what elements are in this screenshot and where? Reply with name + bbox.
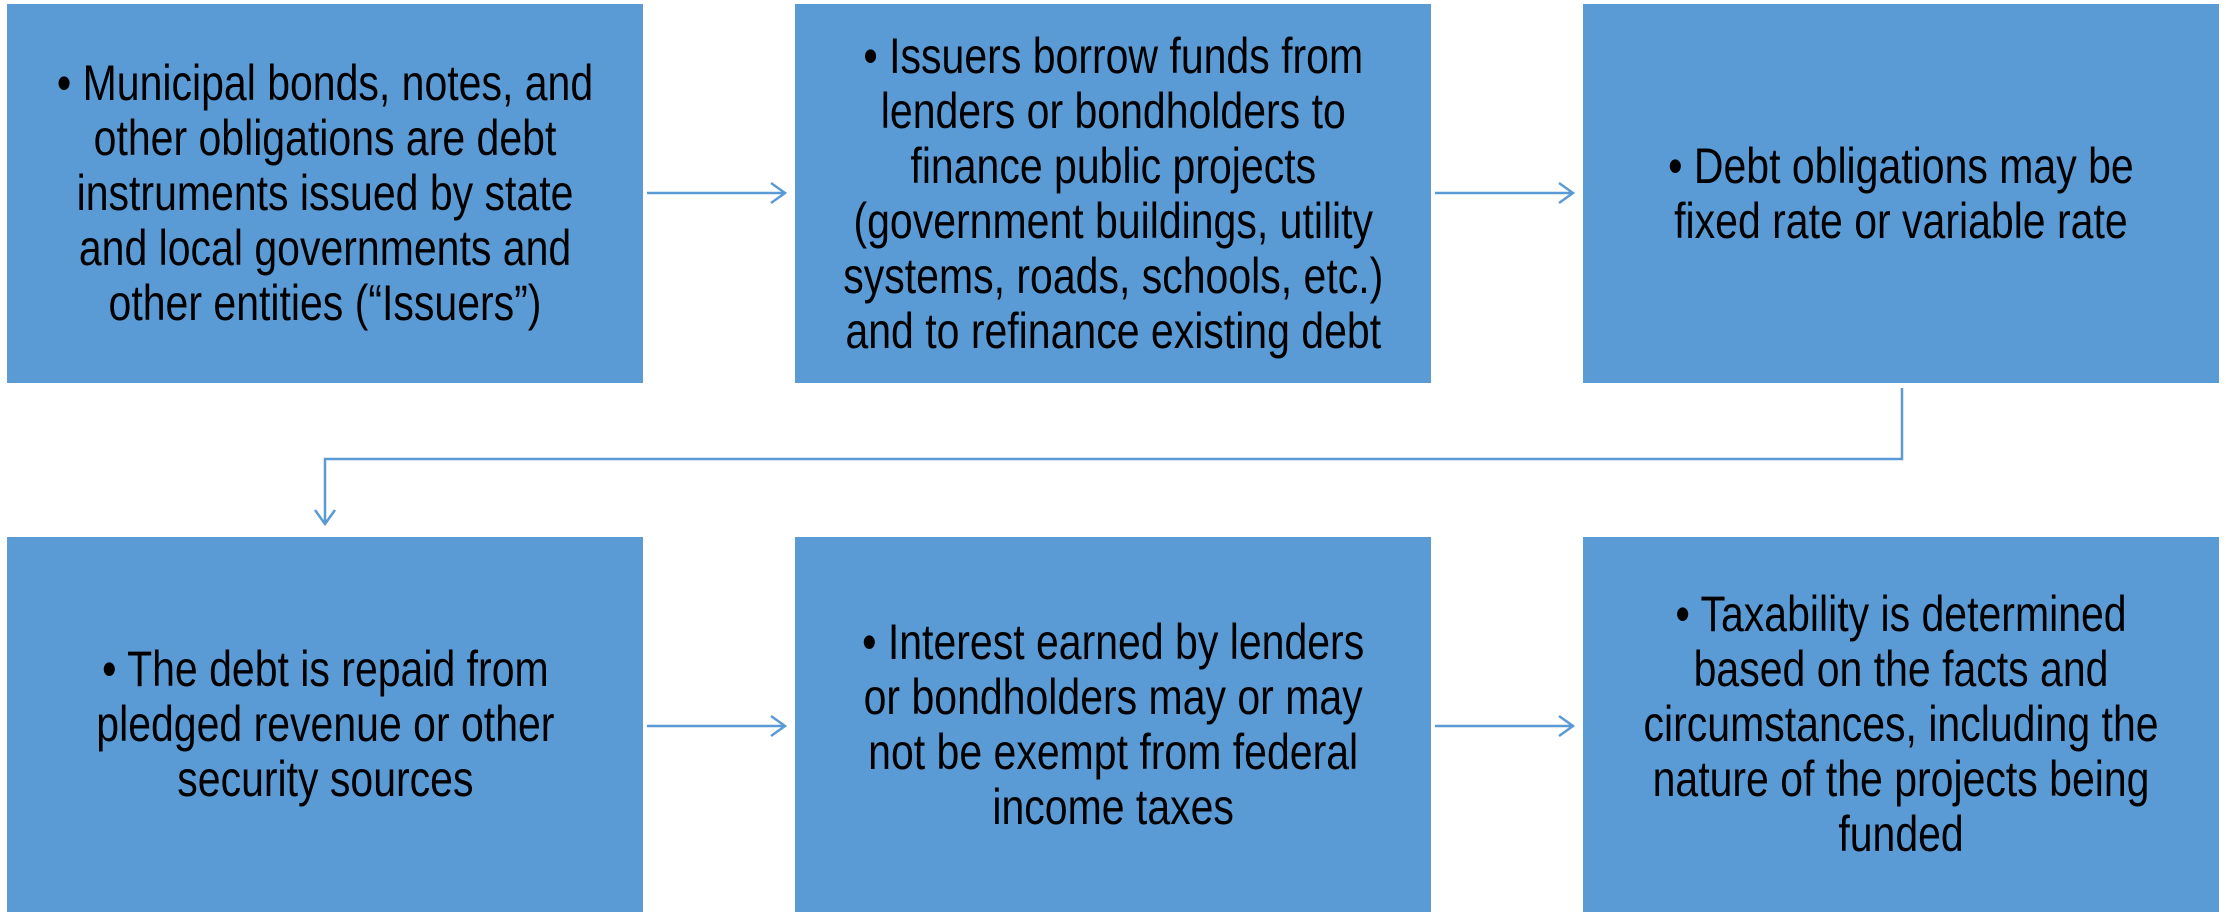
step-box: • Taxability is determined based on the f… xyxy=(1583,537,2219,912)
text-line: pledged revenue or other xyxy=(95,696,555,752)
step-text: • Issuers borrow funds from lenders or bo… xyxy=(843,27,1384,359)
arrow xyxy=(647,714,788,738)
step-box: • Debt obligations may be fixed rate or v… xyxy=(1583,4,2219,383)
text-line: not be exempt from federal xyxy=(867,723,1358,780)
text-line: other obligations are debt xyxy=(93,110,557,166)
text-line: (government buildings, utility xyxy=(853,192,1373,249)
text-line: systems, roads, schools, etc.) xyxy=(843,247,1384,304)
arrow xyxy=(647,181,788,205)
text-line: instruments issued by state xyxy=(76,165,574,221)
text-line: and local governments and xyxy=(78,220,572,276)
step-text: • Taxability is determined based on the f… xyxy=(1643,587,2158,862)
arrow xyxy=(1435,181,1576,205)
text-line: other entities (“Issuers”) xyxy=(108,275,542,331)
step-text: • The debt is repaid from pledged revenue… xyxy=(96,642,554,807)
text-line: • Debt obligations may be xyxy=(1668,137,2134,194)
text-line: circumstances, including the xyxy=(1643,696,2159,752)
arrow xyxy=(313,388,1904,527)
step-box: • Issuers borrow funds from lenders or bo… xyxy=(795,4,1431,383)
step-text: • Debt obligations may be fixed rate or v… xyxy=(1668,137,2134,249)
text-line: income taxes xyxy=(992,778,1234,835)
text-line: and to refinance existing debt xyxy=(845,302,1381,359)
text-line: lenders or bondholders to xyxy=(880,82,1346,139)
step-box: • Municipal bonds, notes, and other oblig… xyxy=(7,4,643,383)
text-line: or bondholders may or may xyxy=(863,668,1363,725)
text-line: • Municipal bonds, notes, and xyxy=(56,55,594,111)
text-line: fixed rate or variable rate xyxy=(1674,192,2128,249)
arrow xyxy=(1435,714,1576,738)
text-line: • Interest earned by lenders xyxy=(861,613,1365,670)
text-line: funded xyxy=(1838,806,1964,862)
step-box: • Interest earned by lenders or bondholde… xyxy=(795,537,1431,912)
text-line: • Taxability is determined xyxy=(1675,586,2127,642)
text-line: • Issuers borrow funds from xyxy=(863,27,1363,84)
step-text: • Interest earned by lenders or bondholde… xyxy=(861,613,1365,835)
step-box: • The debt is repaid from pledged revenue… xyxy=(7,537,643,912)
text-line: • The debt is repaid from xyxy=(101,641,549,697)
text-line: finance public projects xyxy=(910,137,1316,194)
text-line: based on the facts and xyxy=(1693,641,2109,697)
text-line: nature of the projects being xyxy=(1652,751,2150,807)
step-text: • Municipal bonds, notes, and other oblig… xyxy=(57,56,593,331)
text-line: security sources xyxy=(176,751,474,807)
